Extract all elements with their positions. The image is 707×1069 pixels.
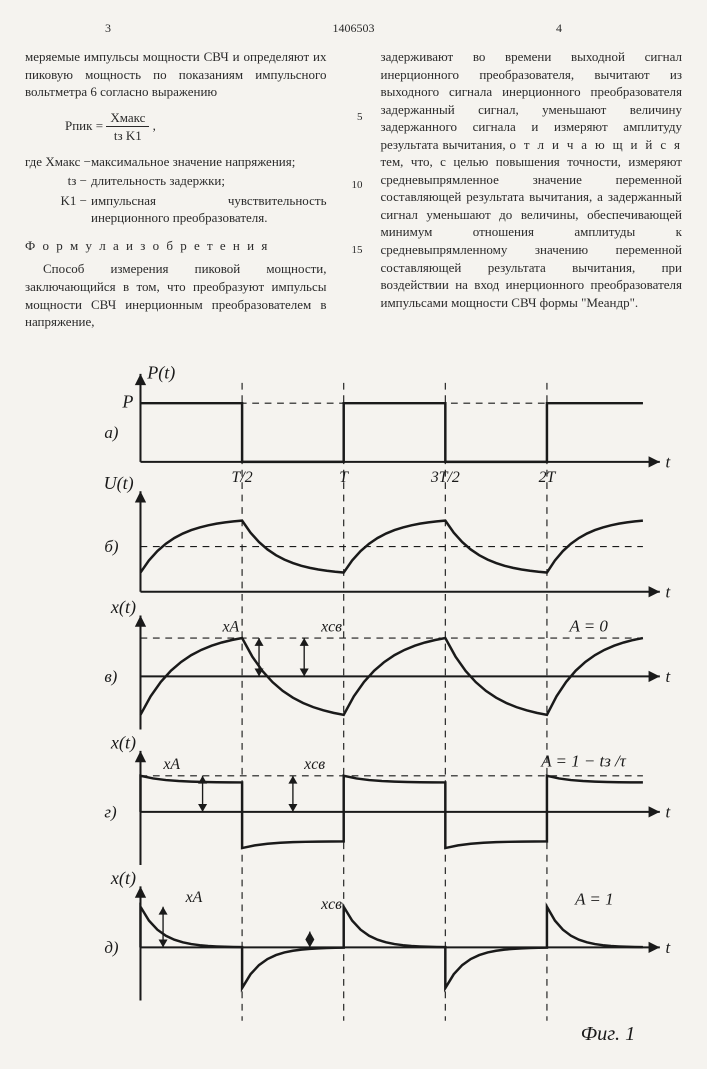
- svg-text:P(t): P(t): [146, 362, 175, 383]
- svg-text:г): г): [104, 802, 117, 821]
- svg-text:x(t): x(t): [110, 868, 136, 889]
- column-right: задерживают во времени выходной сигнал и…: [381, 48, 683, 331]
- svg-text:а): а): [104, 423, 118, 442]
- svg-text:U(t): U(t): [104, 473, 134, 494]
- svg-text:A = 1: A = 1: [574, 889, 613, 908]
- svg-text:t: t: [665, 582, 671, 601]
- formula-eq: =: [96, 118, 103, 133]
- where1-text: максимальное значение напряжения;: [91, 153, 295, 171]
- formula-denominator: tз K1: [106, 127, 149, 145]
- svg-text:xсв: xсв: [303, 756, 325, 773]
- where2-sym: tз −: [25, 172, 91, 190]
- formula-numerator: Xмакс: [106, 109, 149, 128]
- svg-text:в): в): [104, 667, 117, 686]
- claim-title: Ф о р м у л а и з о б р е т е н и я: [25, 237, 327, 255]
- svg-text:t: t: [665, 802, 671, 821]
- formula-comma: ,: [153, 118, 156, 133]
- page-header: 3 1406503 4: [25, 20, 682, 40]
- doc-number: 1406503: [333, 20, 375, 36]
- page-num-right: 4: [556, 20, 562, 36]
- line-number-gutter: 5 10 15: [345, 48, 363, 331]
- where2-text: длительность задержки;: [91, 172, 225, 190]
- svg-text:t: t: [665, 452, 671, 471]
- svg-text:T: T: [339, 469, 349, 486]
- figure-svg: P(t) P T/2 T 3T/2 2T t а) U(t) t б) x(t) xA xсв A = 0 t…: [35, 349, 675, 1049]
- svg-text:x(t): x(t): [110, 597, 136, 618]
- svg-text:A = 0: A = 0: [569, 616, 609, 635]
- col1-para1: меряемые импульсы мощности СВЧ и определ…: [25, 48, 327, 101]
- svg-text:xсв: xсв: [320, 618, 342, 635]
- svg-text:T/2: T/2: [232, 469, 253, 486]
- line-num-5: 5: [357, 110, 363, 125]
- svg-text:2T: 2T: [539, 469, 557, 486]
- svg-text:xсв: xсв: [320, 896, 342, 913]
- col2-para-b: о т л и ч а ю щ и й с я: [510, 137, 683, 152]
- where3-sym: K1 −: [25, 192, 91, 227]
- svg-text:Фиг. 1: Фиг. 1: [581, 1023, 635, 1045]
- svg-text:t: t: [665, 938, 671, 957]
- formula-lhs: Pпик: [65, 118, 92, 133]
- text-columns: меряемые импульсы мощности СВЧ и определ…: [25, 48, 682, 331]
- column-left: меряемые импульсы мощности СВЧ и определ…: [25, 48, 327, 331]
- svg-text:д): д): [104, 938, 119, 957]
- svg-text:t: t: [665, 667, 671, 686]
- formula-fraction: Xмакс tз K1: [106, 109, 149, 145]
- where-intro: где Xмакс −: [25, 153, 91, 171]
- svg-text:x(t): x(t): [110, 732, 136, 753]
- svg-text:xA: xA: [162, 756, 180, 773]
- svg-text:3T/2: 3T/2: [430, 469, 460, 486]
- svg-text:A = 1 − tз /τ: A = 1 − tз /τ: [540, 751, 626, 770]
- line-num-15: 15: [352, 243, 363, 258]
- col2-para-c: тем, что, с целью повышения точности, из…: [381, 154, 683, 309]
- page-num-left: 3: [105, 20, 111, 36]
- figure-1: P(t) P T/2 T 3T/2 2T t а) U(t) t б) x(t) xA xсв A = 0 t…: [25, 349, 682, 1049]
- svg-text:б): б): [104, 537, 119, 556]
- line-num-10: 10: [352, 178, 363, 193]
- svg-text:P: P: [121, 391, 133, 411]
- svg-text:xA: xA: [185, 889, 203, 906]
- svg-text:xA: xA: [221, 618, 239, 635]
- col1-para2: Способ измерения пиковой мощности, заклю…: [25, 260, 327, 330]
- formula-peak-power: Pпик = Xмакс tз K1 ,: [65, 109, 327, 145]
- where3-text: импульсная чувствительность инерционного…: [91, 192, 327, 227]
- where-block: где Xмакс − максимальное значение напряж…: [25, 153, 327, 227]
